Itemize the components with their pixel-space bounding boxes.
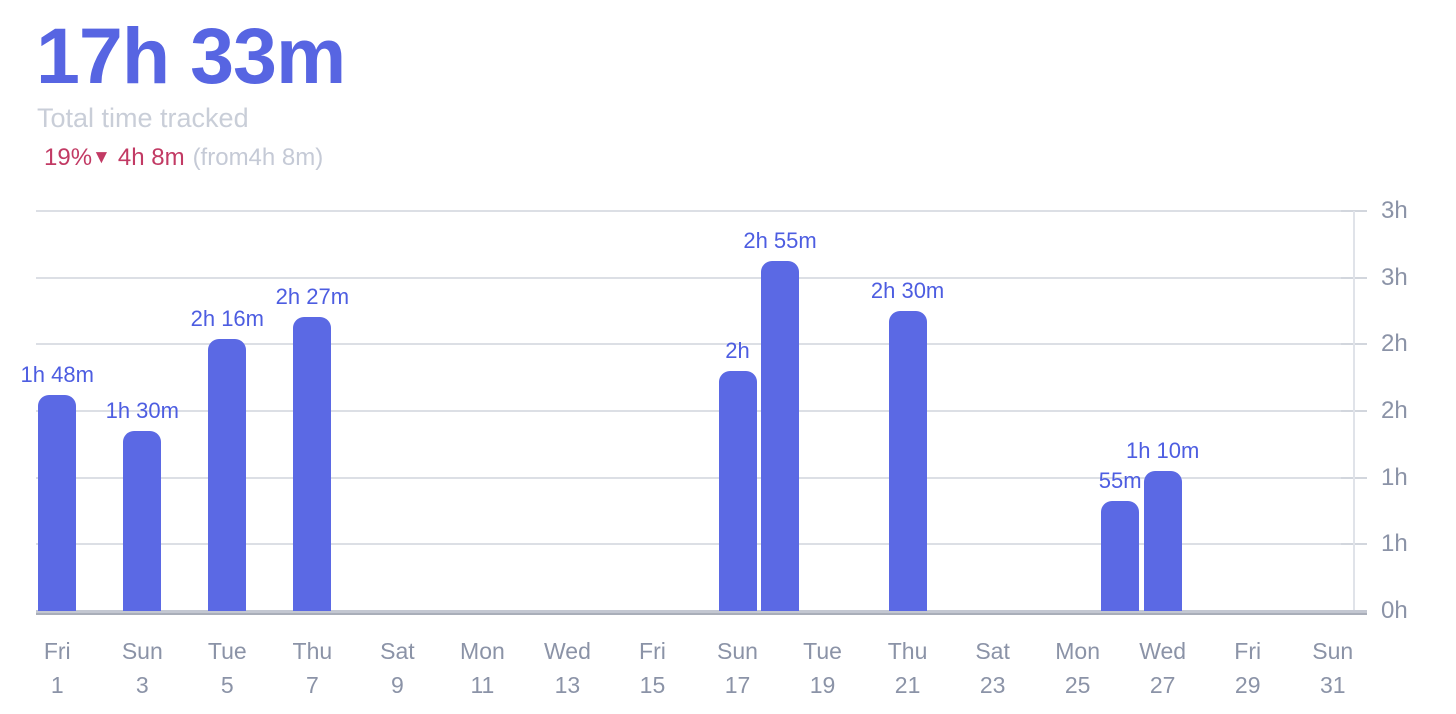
x-axis-label-29: Fri 29 [1234, 634, 1261, 702]
x-axis-date: 15 [639, 672, 666, 698]
trend-down-icon: ▼ [92, 147, 111, 168]
x-axis-date: 5 [220, 672, 234, 698]
delta-amount: 4h 8m [117, 144, 185, 171]
x-axis-date: 3 [135, 672, 149, 698]
x-axis-label-5: Tue 5 [208, 634, 247, 702]
x-axis-date: 11 [470, 672, 495, 698]
x-axis-label-23: Sat 23 [975, 634, 1010, 702]
x-axis-label-31: Sun 31 [1312, 634, 1353, 702]
x-axis-label-13: Wed 13 [544, 634, 591, 702]
x-axis-date: 13 [554, 672, 581, 698]
x-axis-label-9: Sat 9 [380, 634, 415, 702]
x-axis-label-25: Mon 25 [1055, 634, 1100, 702]
x-axis-weekday: Sun [121, 638, 163, 664]
total-time-caption: Total time tracked [37, 103, 249, 133]
bar-chart: 3h 3h 2h 2h 1h 1h 0h 1h 48m 1h 30m 2h 16m 2h 27m 2h… [0, 198, 1456, 714]
x-axis-weekday: Fri [43, 638, 71, 664]
x-axis-label-27: Wed 27 [1139, 634, 1186, 702]
bar-day-17[interactable] [718, 371, 757, 611]
bar-day-21[interactable] [888, 311, 927, 611]
x-axis-label-7: Thu 7 [293, 634, 333, 702]
y-axis-label: 3h [1381, 197, 1408, 224]
gridline [36, 276, 1354, 279]
delta-comparison: (from4h 8m) [192, 144, 324, 171]
x-axis-date: 29 [1234, 672, 1261, 698]
bar-day-5[interactable] [208, 339, 247, 611]
bar-day-27[interactable] [1143, 471, 1182, 611]
x-axis-weekday: Sat [975, 638, 1010, 664]
bar-value-label: 55m [1098, 468, 1142, 493]
x-axis-label-15: Fri 15 [639, 634, 666, 702]
x-axis-label-3: Sun 3 [122, 634, 163, 702]
x-axis-date: 25 [1064, 672, 1091, 698]
bar-value-label: 2h [725, 338, 750, 363]
x-axis-weekday: Tue [803, 638, 842, 664]
gridline [36, 210, 1354, 212]
x-axis-weekday: Fri [1234, 638, 1262, 664]
y-axis-label: 1h [1381, 463, 1408, 491]
bar-value-label: 2h 30m [870, 278, 945, 303]
bar-value-label: 2h 16m [190, 306, 265, 331]
gridline [36, 476, 1354, 479]
x-axis-date: 1 [50, 672, 64, 698]
x-axis-date: 9 [390, 672, 404, 698]
x-axis-weekday: Sun [717, 638, 758, 664]
gridline [36, 343, 1354, 346]
bar-value-label: 1h 48m [20, 362, 94, 387]
y-axis-label: 0h [1381, 597, 1408, 624]
delta-value: 19%▼ 4h 8m [44, 144, 185, 171]
x-axis-date: 27 [1149, 672, 1176, 698]
x-axis-label-21: Thu 21 [888, 634, 928, 702]
x-axis-weekday: Fri [639, 638, 666, 664]
x-axis-weekday: Mon [1055, 638, 1101, 664]
y-axis-label: 2h [1381, 397, 1408, 424]
bar-day-18[interactable] [761, 261, 800, 611]
delta-percent: 19% [44, 144, 93, 171]
x-axis-label-11: Mon 11 [460, 634, 505, 702]
x-axis-weekday: Wed [1139, 638, 1187, 664]
x-axis-weekday: Mon [460, 638, 505, 664]
x-axis-weekday: Thu [292, 638, 333, 664]
gridline [36, 543, 1354, 546]
x-axis-label-17: Sun 17 [717, 634, 758, 702]
x-axis-line-shadow [36, 613, 1367, 615]
bar-value-label: 2h 55m [743, 228, 817, 253]
y-axis-line [1353, 211, 1355, 612]
bar-day-3[interactable] [123, 431, 162, 611]
bar-value-label: 2h 27m [275, 284, 350, 309]
x-axis-label-19: Tue 19 [803, 634, 842, 702]
x-axis-date: 23 [979, 672, 1006, 698]
bar-day-26[interactable] [1101, 501, 1140, 611]
x-axis-weekday: Sat [380, 638, 415, 664]
x-axis-date: 19 [809, 672, 836, 698]
y-axis-label: 2h [1381, 330, 1408, 358]
gridline [36, 410, 1354, 412]
bar-value-label: 1h 10m [1125, 438, 1200, 463]
y-axis-label: 3h [1381, 263, 1408, 291]
x-axis-weekday: Thu [887, 638, 928, 664]
total-time-value: 17h 33m [36, 11, 346, 100]
x-axis-date: 21 [894, 672, 921, 698]
x-axis-date: 17 [724, 672, 751, 698]
x-axis-date: 31 [1319, 672, 1346, 698]
y-axis-label: 1h [1381, 530, 1408, 558]
x-axis-label-1: Fri 1 [44, 634, 71, 702]
comparison-row: 19%▼ 4h 8m (from4h 8m) [44, 144, 323, 172]
bar-value-label: 1h 30m [105, 398, 179, 423]
x-axis-line [36, 610, 1367, 613]
bar-day-1[interactable] [38, 395, 77, 611]
bar-day-7[interactable] [293, 317, 332, 611]
x-axis-weekday: Sun [1312, 638, 1354, 664]
x-axis-date: 7 [305, 672, 319, 698]
x-axis-weekday: Tue [207, 638, 247, 664]
x-axis-weekday: Wed [543, 638, 591, 664]
